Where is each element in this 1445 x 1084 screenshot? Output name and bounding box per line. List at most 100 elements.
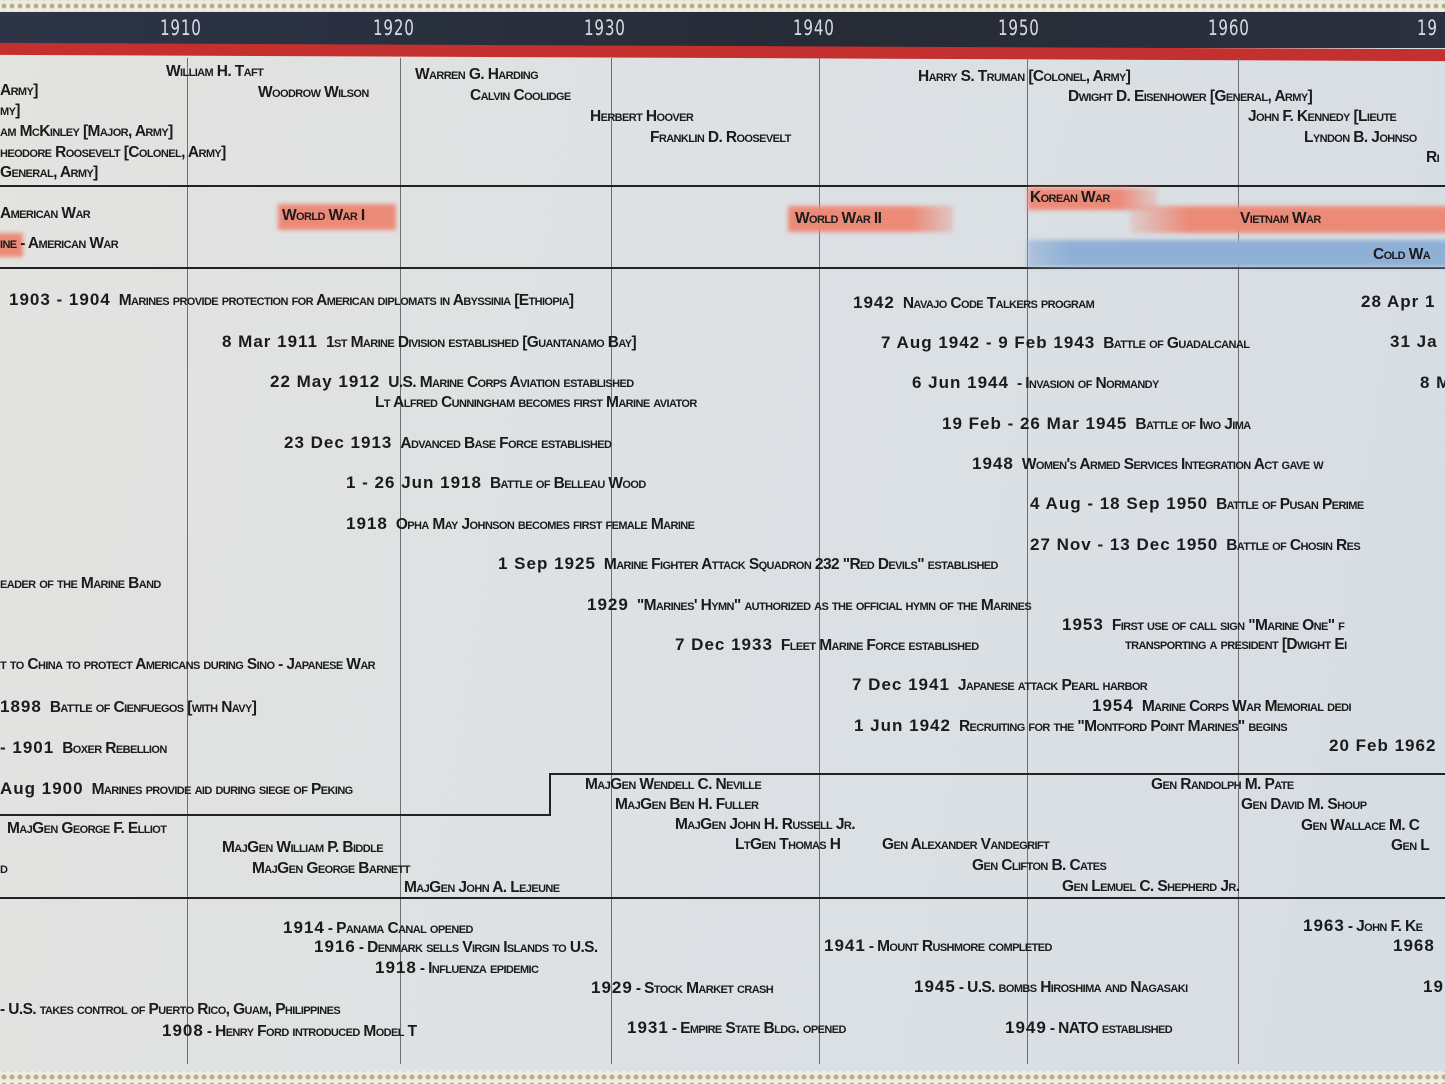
marine-event: 1954 Marine Corps War Memorial dedi — [1092, 696, 1352, 715]
president-label: Warren G. Harding — [415, 66, 539, 83]
president-label: Herbert Hoover — [590, 108, 694, 125]
war-bar-wwii — [788, 206, 953, 232]
marine-event: 19 Feb - 26 Mar 1945 Battle of Iwo Jima — [942, 414, 1251, 433]
president-label: General, Army] — [0, 164, 98, 181]
section-divider — [0, 185, 1445, 187]
decade-label: 1910 — [160, 16, 202, 40]
decade-label: 1930 — [584, 16, 626, 40]
decade-header-band — [0, 12, 1445, 48]
president-label: William H. Taft — [166, 63, 264, 80]
us-event: 19 — [1423, 977, 1444, 996]
us-event: 1916- Denmark sells Virgin Islands to U.… — [314, 937, 598, 956]
president-label: Calvin Coolidge — [470, 87, 571, 104]
section-divider — [549, 773, 1445, 775]
commandant-label: MajGen Wendell C. Neville — [585, 776, 762, 793]
marine-event: Aug 1900 Marines provide aid during siege… — [0, 779, 353, 798]
marine-event: 27 Nov - 13 Dec 1950 Battle of Chosin Res — [1030, 535, 1361, 554]
commandant-label: LtGen Thomas H — [735, 836, 841, 853]
us-event: 1949- NATO established — [1005, 1018, 1173, 1037]
marine-event: 7 Dec 1933 Fleet Marine Force established — [675, 635, 979, 654]
us-event: 1968 — [1393, 936, 1435, 955]
decade-label: 1940 — [793, 16, 835, 40]
war-label: Korean War — [1030, 189, 1110, 206]
us-event: 1929- Stock Market crash — [591, 978, 774, 997]
section-divider — [0, 814, 551, 816]
marine-event: 1948 Women's Armed Services Integration A… — [972, 454, 1324, 473]
war-bar-spanish-american — [0, 233, 23, 257]
commandant-label: MajGen George Barnett — [252, 860, 411, 877]
war-bar-wwi — [278, 204, 396, 230]
us-event: 1945- U.S. bombs Hiroshima and Nagasaki — [914, 977, 1188, 996]
president-label: heodore Roosevelt [Colonel, Army] — [0, 144, 226, 161]
president-label: Ri — [1426, 149, 1440, 166]
commandant-label: Gen David M. Shoup — [1241, 796, 1367, 813]
us-event: 1918- Influenza epidemic — [375, 958, 539, 977]
war-bar-vietnam — [1130, 206, 1445, 233]
us-event: 1963- John F. Ke — [1303, 916, 1423, 935]
decade-label: 19 — [1417, 16, 1438, 40]
marine-event: 20 Feb 1962M — [1329, 736, 1445, 755]
decade-gridline — [1027, 58, 1028, 1064]
commandant-label: Gen Randolph M. Pate — [1151, 776, 1294, 793]
us-event: 1941- Mount Rushmore completed — [824, 936, 1052, 955]
marine-event: 7 Aug 1942 - 9 Feb 1943 Battle of Guadalc… — [881, 333, 1250, 352]
war-label: ine - American War — [0, 235, 119, 252]
commandant-label: MajGen John A. Lejeune — [404, 879, 560, 896]
decade-gridline — [400, 58, 401, 1064]
marine-event: 1903 - 1904 Marines provide protection fo… — [9, 290, 574, 309]
commandant-label: Gen Clifton B. Cates — [972, 857, 1107, 874]
president-label: Woodrow Wilson — [258, 84, 369, 101]
marine-event: - 1901 Boxer Rebellion — [0, 738, 167, 757]
marine-event: 1 Sep 1925 Marine Fighter Attack Squadron… — [498, 554, 998, 573]
decade-label: 1960 — [1208, 16, 1250, 40]
decade-gridline — [1238, 58, 1239, 1064]
marine-event: 4 Aug - 18 Sep 1950 Battle of Pusan Perim… — [1030, 494, 1364, 513]
decade-gridline — [819, 58, 820, 1064]
president-label: Lyndon B. Johnso — [1304, 129, 1417, 146]
us-event: 1914- Panama Canal opened — [283, 918, 473, 937]
president-label: Harry S. Truman [Colonel, Army] — [918, 68, 1131, 85]
marine-event: 6 Jun 1944- Invasion of Normandy — [912, 373, 1159, 392]
marine-event: 1918 Opha May Johnson becomes first femal… — [346, 514, 695, 533]
decade-label: 1950 — [998, 16, 1040, 40]
star-border-top — [0, 0, 1445, 12]
commandant-label: MajGen John H. Russell Jr. — [675, 816, 856, 833]
decade-gridline — [611, 58, 612, 1064]
president-label: Dwight D. Eisenhower [General, Army] — [1068, 88, 1313, 105]
war-label: World War II — [795, 210, 882, 227]
marine-event: 28 Apr 1 — [1361, 292, 1436, 311]
war-label: Vietnam War — [1240, 210, 1321, 227]
president-label: my] — [0, 102, 20, 119]
section-divider — [549, 773, 551, 816]
war-label: American War — [0, 205, 91, 222]
marine-event: 1 Jun 1942 Recruiting for the "Montford P… — [854, 716, 1288, 735]
marine-event: 8 Mar 1911 1st Marine Division establishe… — [222, 332, 637, 351]
president-label: Franklin D. Roosevelt — [650, 129, 791, 146]
us-event: 1931- Empire State Bldg. opened — [627, 1018, 846, 1037]
commandant-label: MajGen Ben H. Fuller — [615, 796, 759, 813]
commandant-label: Gen Lemuel C. Shepherd Jr. — [1062, 878, 1240, 895]
marine-event: 1942 Navajo Code Talkers program — [853, 293, 1095, 312]
marine-event: 8 M — [1420, 373, 1445, 392]
war-bar-korean — [1028, 188, 1158, 210]
section-divider — [0, 897, 1445, 899]
marine-event: 7 Dec 1941 Japanese attack Pearl harbor — [852, 675, 1148, 694]
commandant-label: Gen Wallace M. C — [1301, 817, 1420, 834]
us-event: - U.S. takes control of Puerto Rico, Gua… — [0, 1001, 341, 1018]
president-label: am McKinley [Major, Army] — [0, 123, 173, 140]
marine-event: 22 May 1912 U.S. Marine Corps Aviation es… — [270, 372, 634, 391]
marine-event: transporting a president [Dwight Ei — [1125, 636, 1347, 653]
commandant-label: Gen Alexander Vandegrift — [882, 836, 1050, 853]
war-label: Cold Wa — [1373, 246, 1431, 263]
star-border-bottom — [0, 1071, 1445, 1084]
commandant-label: MajGen William P. Biddle — [222, 839, 384, 856]
commandant-label: Gen L — [1391, 837, 1430, 854]
marine-event: Lt Alfred Cunningham becomes first Marin… — [375, 394, 697, 411]
decade-gridline — [187, 58, 188, 1064]
marine-event: 1929 "Marines' Hymn" authorized as the of… — [587, 595, 1032, 614]
president-label: Army] — [0, 82, 38, 99]
marine-event: 31 Ja — [1390, 332, 1438, 351]
decade-label: 1920 — [373, 16, 415, 40]
section-divider — [0, 267, 1445, 269]
commandant-label: MajGen George F. Elliot — [7, 820, 167, 837]
